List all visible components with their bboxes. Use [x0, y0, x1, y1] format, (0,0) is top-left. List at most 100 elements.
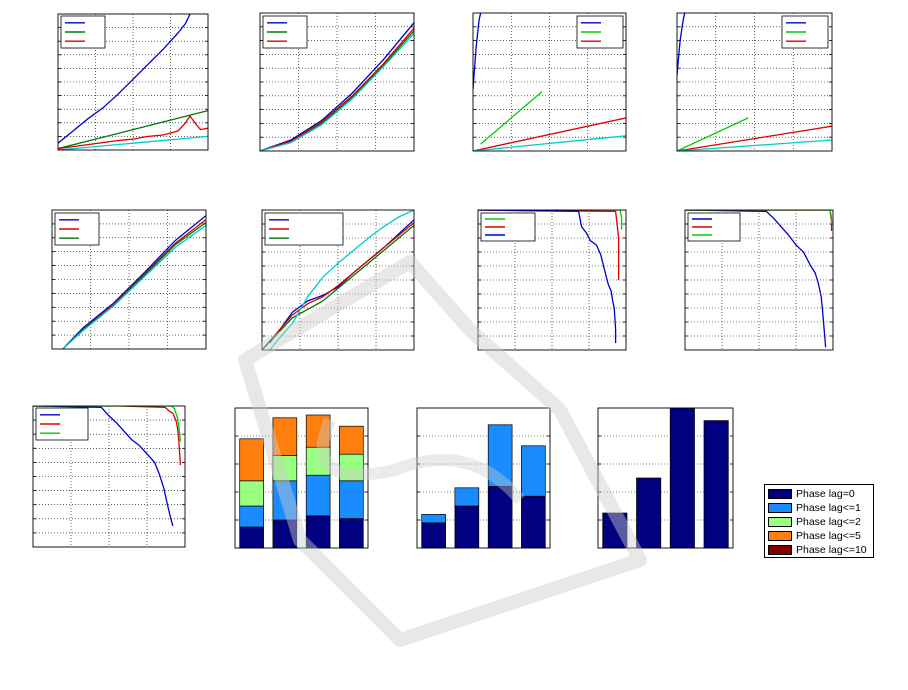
legend-entry: Phase lag<=10 — [768, 543, 870, 557]
bar-segment-2-4 — [272, 417, 298, 456]
series-line-1 — [58, 14, 191, 144]
bar-segment-1-3 — [239, 480, 264, 507]
legend-label: Phase lag<=10 — [796, 544, 867, 556]
axes-frame — [684, 209, 834, 351]
series-line-3 — [260, 27, 414, 151]
series-line-3 — [478, 210, 617, 343]
legend-label: Phase lag<=5 — [796, 530, 861, 542]
series-line-4 — [62, 224, 206, 349]
chart-panel-12 — [597, 407, 734, 549]
chart-legend — [687, 212, 741, 242]
legend-label: Phase lag=0 — [796, 488, 855, 500]
series-line-3 — [685, 210, 833, 224]
bar-segment-2-1 — [272, 519, 298, 549]
legend-entry: Phase lag=0 — [768, 487, 870, 501]
chart-panel-9 — [32, 405, 186, 548]
grid-lines — [235, 435, 368, 521]
bar-segment-3-2 — [305, 474, 331, 517]
axes-frame — [676, 12, 833, 152]
legend-entry: Phase lag<=1 — [768, 501, 870, 515]
series-line-3 — [33, 406, 182, 442]
chart-legend — [264, 212, 344, 246]
axes-frame — [57, 13, 209, 151]
series-line-1 — [473, 13, 482, 89]
bar-segment-2-2 — [272, 480, 298, 521]
axes-frame — [261, 209, 415, 351]
series-line-4 — [58, 135, 208, 150]
series-line-4 — [473, 135, 626, 151]
series-line-3 — [473, 117, 626, 151]
bar-segment-3-1 — [305, 515, 331, 549]
series-line-1 — [685, 210, 827, 348]
bar-segment-4-1 — [703, 420, 729, 549]
grid-lines — [417, 435, 550, 521]
bar-segment-2-1 — [454, 505, 480, 549]
chart-legend — [480, 212, 536, 242]
chart-panel-1 — [57, 13, 209, 151]
bar-segment-3-1 — [669, 407, 695, 549]
chart-legend — [60, 15, 106, 49]
chart-panel-10 — [234, 407, 369, 549]
bar-segment-3-1 — [487, 486, 513, 549]
series-line-4 — [677, 139, 832, 151]
bar-segment-3-4 — [305, 414, 331, 448]
axes-frame — [472, 12, 627, 152]
bar-segment-1-1 — [239, 526, 264, 549]
axes-frame — [32, 405, 186, 548]
legend-label: Phase lag<=1 — [796, 502, 861, 514]
bar-segment-1-2 — [421, 514, 446, 524]
bar-segment-1-1 — [602, 512, 628, 549]
legend-swatch — [768, 545, 792, 555]
bar-segment-1-1 — [421, 522, 446, 549]
chart-legend — [781, 15, 829, 49]
chart-panel-2 — [259, 12, 415, 152]
series-line-2 — [677, 117, 749, 151]
phase-lag-legend: Phase lag=0 Phase lag<=1 Phase lag<=2 Phase… — [764, 484, 874, 558]
bar-segment-4-3 — [339, 453, 364, 482]
bar-segment-1-2 — [239, 505, 264, 528]
legend-swatch — [768, 489, 792, 499]
axes-frame — [234, 407, 369, 549]
legend-entry: Phase lag<=2 — [768, 515, 870, 529]
grid-lines — [598, 435, 733, 521]
axes-frame — [477, 209, 627, 351]
chart-panel-3 — [472, 12, 627, 152]
legend-swatch — [768, 531, 792, 541]
chart-legend — [576, 15, 624, 49]
grid-lines — [52, 210, 206, 349]
chart-panel-7 — [477, 209, 627, 351]
grid-lines — [260, 13, 414, 151]
grid-lines — [33, 406, 185, 547]
bar-segment-4-2 — [339, 480, 364, 519]
axes-frame — [51, 209, 207, 350]
bar-segment-3-2 — [487, 424, 513, 487]
series-line-2 — [480, 91, 543, 145]
series-line-2 — [58, 109, 208, 150]
bar-segment-4-4 — [339, 425, 364, 455]
chart-legend — [262, 15, 308, 49]
legend-swatch — [768, 503, 792, 513]
legend-label: Phase lag<=2 — [796, 516, 861, 528]
chart-legend — [35, 407, 89, 441]
series-line-1 — [478, 210, 623, 230]
axes-frame — [259, 12, 415, 152]
bar-segment-2-3 — [272, 455, 298, 482]
chart-panel-8 — [684, 209, 834, 351]
bar-segment-3-3 — [305, 446, 331, 476]
series-line-2 — [121, 406, 182, 466]
series-line-3 — [677, 125, 832, 151]
legend-swatch — [768, 517, 792, 527]
bar-segment-1-4 — [239, 438, 264, 482]
series-line-3 — [58, 114, 208, 150]
bar-segment-4-1 — [339, 518, 364, 549]
series-line-1 — [260, 22, 414, 151]
grid-lines — [685, 210, 833, 350]
axes-frame — [416, 407, 551, 549]
chart-legend — [54, 212, 100, 246]
series-line-1 — [62, 215, 206, 349]
grid-lines — [473, 13, 626, 151]
series-line-1 — [33, 406, 174, 527]
bar-segment-4-2 — [521, 445, 546, 497]
chart-panel-6 — [261, 209, 415, 351]
